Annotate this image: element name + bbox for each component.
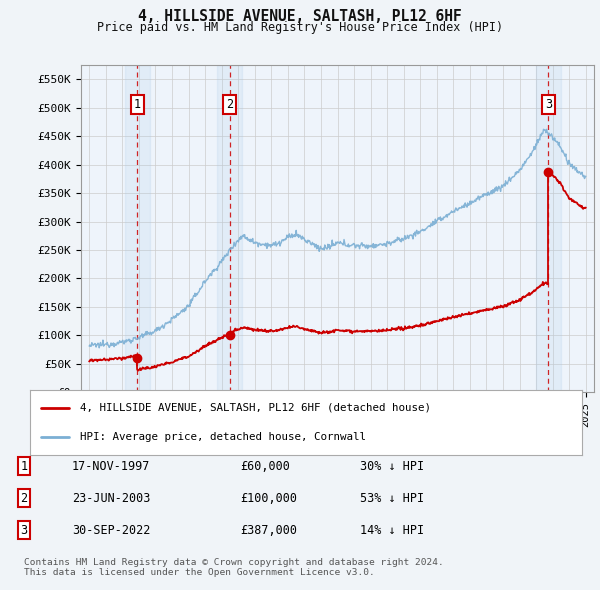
Text: Contains HM Land Registry data © Crown copyright and database right 2024.
This d: Contains HM Land Registry data © Crown c… xyxy=(24,558,444,577)
Text: 53% ↓ HPI: 53% ↓ HPI xyxy=(360,491,424,504)
Text: 2: 2 xyxy=(226,99,233,112)
Text: 17-NOV-1997: 17-NOV-1997 xyxy=(72,460,151,473)
Text: 3: 3 xyxy=(545,99,552,112)
Text: £100,000: £100,000 xyxy=(240,491,297,504)
Text: 30% ↓ HPI: 30% ↓ HPI xyxy=(360,460,424,473)
Text: 2: 2 xyxy=(20,491,28,504)
Text: 14% ↓ HPI: 14% ↓ HPI xyxy=(360,523,424,536)
Text: 1: 1 xyxy=(20,460,28,473)
Text: HPI: Average price, detached house, Cornwall: HPI: Average price, detached house, Corn… xyxy=(80,432,365,442)
Text: 3: 3 xyxy=(20,523,28,536)
Text: 30-SEP-2022: 30-SEP-2022 xyxy=(72,523,151,536)
Text: 1: 1 xyxy=(134,99,140,112)
Bar xyxy=(536,65,561,392)
Bar xyxy=(125,65,149,392)
Text: 23-JUN-2003: 23-JUN-2003 xyxy=(72,491,151,504)
Text: £387,000: £387,000 xyxy=(240,523,297,536)
Text: 4, HILLSIDE AVENUE, SALTASH, PL12 6HF: 4, HILLSIDE AVENUE, SALTASH, PL12 6HF xyxy=(138,9,462,24)
Text: £60,000: £60,000 xyxy=(240,460,290,473)
Text: Price paid vs. HM Land Registry's House Price Index (HPI): Price paid vs. HM Land Registry's House … xyxy=(97,21,503,34)
Bar xyxy=(81,65,594,392)
Text: 4, HILLSIDE AVENUE, SALTASH, PL12 6HF (detached house): 4, HILLSIDE AVENUE, SALTASH, PL12 6HF (d… xyxy=(80,402,431,412)
Bar xyxy=(217,65,242,392)
